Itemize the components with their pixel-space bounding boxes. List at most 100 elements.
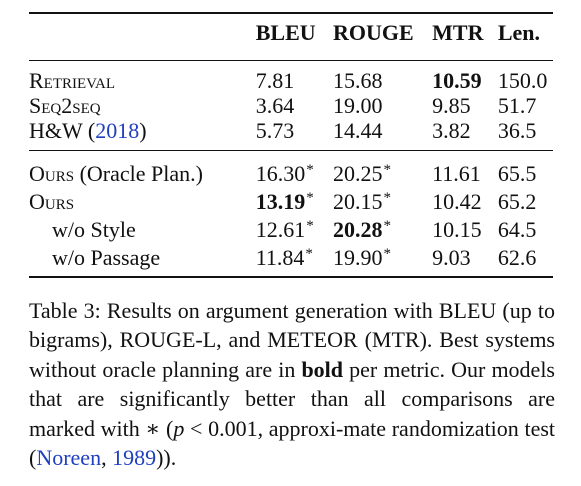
score-value: 3.82	[432, 118, 471, 143]
score-value: 19.00	[333, 93, 383, 118]
score-mtr: 10.15	[432, 214, 498, 242]
table-row: H&W (2018) 5.73 14.44 3.82 36.5	[29, 118, 553, 151]
score-mtr: 9.03	[432, 242, 498, 278]
score-rouge: 20.15*	[333, 186, 432, 214]
results-table: BLEU ROUGE MTR Len. Retrieval 7.81 15.68 10…	[29, 12, 553, 278]
significance-star: *	[383, 246, 392, 262]
header-mtr: MTR	[432, 12, 498, 61]
system-name-cell: H&W (2018)	[29, 118, 256, 151]
our-models-group: Ours (Oracle Plan.) 16.30* 20.25* 11.61 65.5…	[29, 151, 553, 278]
score-value: 62.6	[497, 245, 537, 270]
score-value: 150.0	[497, 68, 548, 93]
system-name: Ours	[29, 189, 75, 214]
caption-p-variable: p	[173, 415, 185, 441]
significance-star: *	[383, 190, 392, 206]
system-name-suffix: )	[139, 118, 147, 143]
score-len: 150.0	[497, 61, 553, 93]
score-value: 13.19	[255, 189, 306, 214]
score-value: 9.85	[432, 93, 471, 118]
score-value: 15.68	[333, 68, 383, 93]
header-system	[29, 12, 256, 61]
citation-noreen[interactable]: Noreen	[36, 445, 102, 471]
significance-star: *	[383, 162, 392, 178]
significance-star: *	[306, 162, 314, 178]
score-value: 20.25	[333, 161, 383, 186]
score-value: 65.2	[497, 189, 537, 214]
score-mtr: 3.82	[432, 118, 498, 151]
caption-star-symbol: ∗	[145, 415, 161, 441]
score-value: 14.44	[333, 118, 383, 143]
caption-bold-word: bold	[301, 356, 344, 382]
header-len: Len.	[497, 12, 553, 61]
score-rouge: 15.68	[333, 61, 432, 93]
score-value: 51.7	[497, 93, 537, 118]
score-value: 11.61	[432, 161, 481, 186]
score-len: 65.5	[497, 151, 553, 186]
score-value: 16.30	[255, 161, 306, 186]
score-bleu: 16.30*	[255, 151, 333, 186]
header-rouge: ROUGE	[333, 12, 433, 61]
score-len: 65.2	[498, 186, 553, 214]
table-row: Seq2seq 3.64 19.00 9.85 51.7	[29, 93, 553, 118]
caption-text-4: < 0.001, approxi-mate randomization test…	[29, 415, 556, 471]
score-rouge: 20.28*	[333, 214, 432, 242]
table-header: BLEU ROUGE MTR Len.	[29, 12, 553, 61]
system-name: H&W (	[29, 118, 96, 143]
score-bleu: 13.19*	[256, 186, 333, 214]
score-value: 64.5	[497, 217, 537, 242]
score-rouge: 14.44	[333, 118, 433, 151]
system-name: Seq2seq	[29, 93, 101, 118]
system-name-cell: w/o Style	[29, 214, 256, 242]
score-rouge: 19.90*	[333, 242, 433, 278]
header-row: BLEU ROUGE MTR Len.	[29, 12, 553, 61]
score-value: 19.90	[333, 245, 383, 270]
caption-text-5: ,	[101, 445, 113, 471]
system-name-cell: Seq2seq	[29, 93, 256, 118]
score-value: 9.03	[432, 245, 471, 270]
table-row: Ours 13.19* 20.15* 10.42 65.2	[29, 186, 553, 214]
citation-year-1989[interactable]: 1989	[112, 445, 157, 471]
score-value: 11.84	[255, 245, 305, 270]
score-rouge: 20.25*	[333, 151, 432, 186]
system-name-cell: Retrieval	[29, 61, 256, 93]
score-bleu: 11.84*	[255, 242, 334, 278]
score-value: 12.61	[255, 217, 306, 242]
score-len: 62.6	[497, 242, 553, 278]
caption-text-2: per metric. Our models that are signific…	[29, 356, 555, 441]
system-name: Ours	[29, 161, 75, 186]
system-name: Retrieval	[29, 68, 116, 93]
score-bleu: 12.61*	[256, 214, 333, 242]
caption-text-3: (	[160, 415, 174, 441]
score-value: 7.81	[255, 68, 295, 93]
score-value: 10.59	[432, 68, 482, 93]
score-len: 36.5	[497, 118, 553, 151]
score-mtr: 9.85	[432, 93, 498, 118]
score-bleu: 3.64	[256, 93, 333, 118]
score-mtr: 10.42	[432, 186, 498, 214]
score-value: 20.15	[333, 189, 383, 214]
significance-star: *	[306, 218, 314, 234]
system-name-cell: Ours	[29, 186, 256, 214]
system-name-cell: Ours (Oracle Plan.)	[29, 151, 256, 186]
system-name-suffix: (Oracle Plan.)	[74, 161, 203, 186]
table-row: Ours (Oracle Plan.) 16.30* 20.25* 11.61 65.5	[29, 151, 553, 186]
significance-star: *	[305, 246, 313, 262]
score-value: 36.5	[497, 118, 537, 143]
system-name-cell: w/o Passage	[29, 242, 256, 278]
score-value: 65.5	[497, 161, 537, 186]
citation-link[interactable]: 2018	[95, 118, 140, 143]
table-row: w/o Passage 11.84* 19.90* 9.03 62.6	[29, 242, 553, 278]
score-value: 5.73	[255, 118, 295, 143]
table-caption: Table 3: Results on argument generation …	[29, 296, 555, 472]
score-len: 51.7	[498, 93, 553, 118]
header-bleu: BLEU	[255, 12, 334, 61]
score-bleu: 5.73	[255, 118, 334, 151]
score-mtr: 10.59	[432, 61, 498, 93]
table-row: w/o Style 12.61* 20.28* 10.15 64.5	[29, 214, 553, 242]
significance-star: *	[383, 218, 392, 234]
score-value: 20.28	[333, 217, 383, 242]
score-rouge: 19.00	[333, 93, 432, 118]
caption-text-1: Table 3: Results on argument generation …	[29, 298, 555, 382]
table-row: Retrieval 7.81 15.68 10.59 150.0	[29, 61, 553, 93]
